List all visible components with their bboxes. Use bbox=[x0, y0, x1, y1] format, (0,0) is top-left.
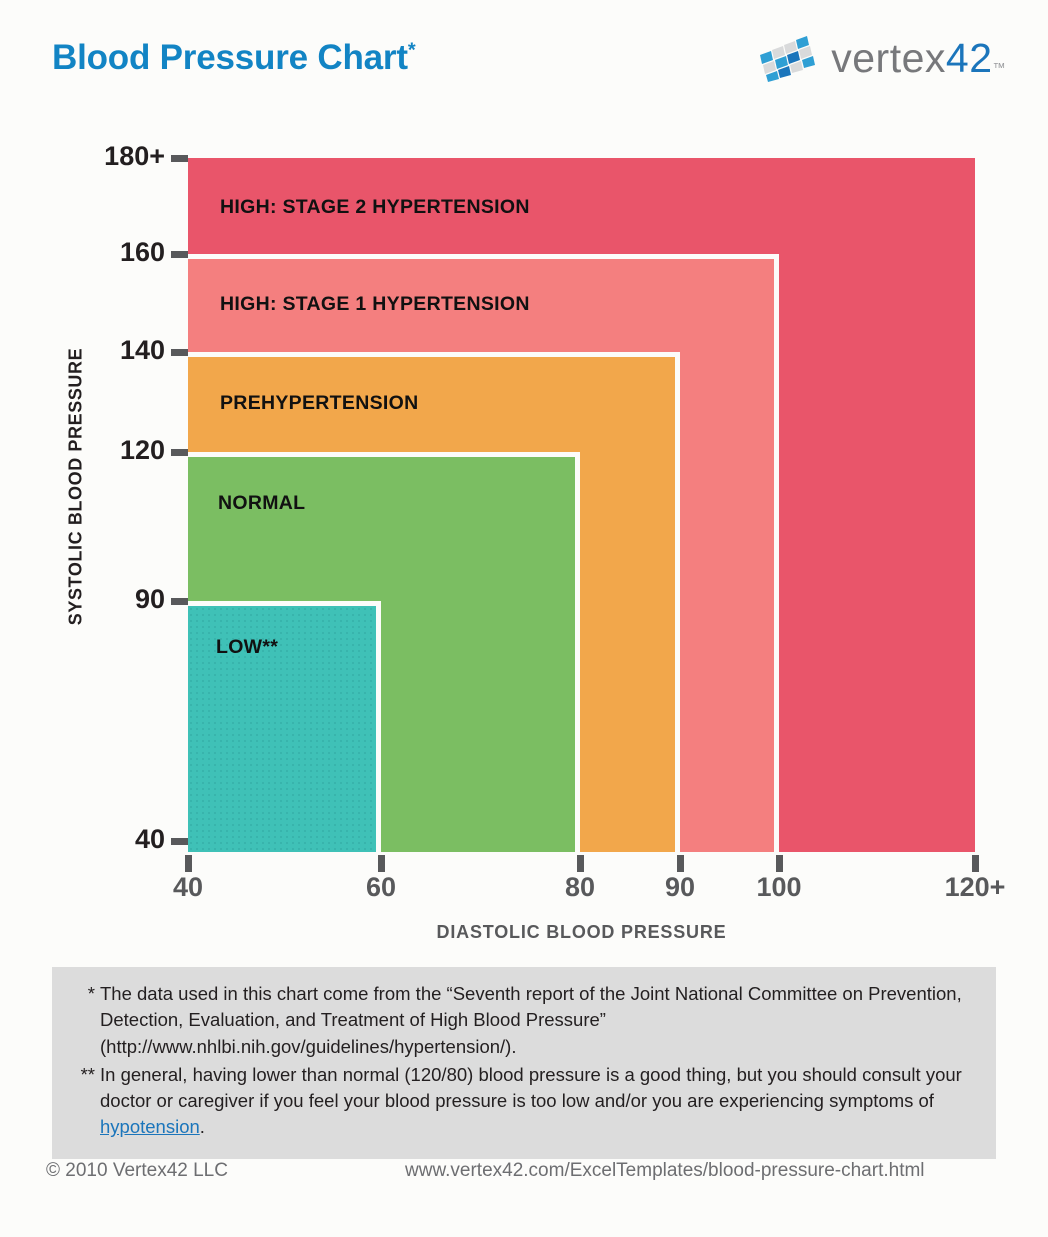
footnote-2: ** In general, having lower than normal … bbox=[70, 1062, 978, 1141]
footnote-1: * The data used in this chart come from … bbox=[70, 981, 978, 1060]
vertex42-wordmark: vertex42™ bbox=[831, 34, 1006, 81]
y-tick-180 bbox=[171, 155, 188, 162]
x-tick-40 bbox=[185, 855, 192, 872]
footer-url[interactable]: www.vertex42.com/ExcelTemplates/blood-pr… bbox=[405, 1160, 925, 1181]
x-tick-80 bbox=[577, 855, 584, 872]
x-tick-label-80: 80 bbox=[564, 872, 596, 902]
logo-number: 42 bbox=[945, 34, 993, 81]
y-tick-90 bbox=[171, 598, 188, 605]
y-tick-120 bbox=[171, 449, 188, 456]
x-tick-label-40: 40 bbox=[172, 872, 204, 902]
footnotes-box: * The data used in this chart come from … bbox=[52, 967, 996, 1159]
blood-pressure-chart: HIGH: STAGE 2 HYPERTENSION HIGH: STAGE 1… bbox=[65, 141, 1006, 942]
logo-word: vertex bbox=[831, 34, 946, 81]
x-tick-label-60: 60 bbox=[365, 872, 397, 902]
y-tick-label-160: 160 bbox=[119, 237, 165, 267]
page-title-asterisk: * bbox=[407, 39, 416, 62]
y-tick-160 bbox=[171, 251, 188, 258]
page-title-text: Blood Pressure Chart bbox=[52, 38, 408, 77]
page-footer: © 2010 Vertex42 LLC www.vertex42.com/Exc… bbox=[0, 1160, 1048, 1210]
y-tick-label-180: 180+ bbox=[104, 141, 165, 171]
vertex42-checkers-icon bbox=[758, 33, 820, 83]
y-tick-label-140: 140 bbox=[119, 335, 165, 365]
x-tick-90 bbox=[677, 855, 684, 872]
footnote-2-text: In general, having lower than normal (12… bbox=[100, 1062, 978, 1141]
x-tick-label-100: 100 bbox=[756, 872, 802, 902]
logo-tm: ™ bbox=[992, 59, 1006, 75]
copyright-text: © 2010 Vertex42 LLC bbox=[46, 1160, 228, 1181]
zone-low bbox=[188, 601, 381, 852]
zone-label-high-stage-1: HIGH: STAGE 1 HYPERTENSION bbox=[220, 293, 530, 315]
zone-label-high-stage-2: HIGH: STAGE 2 HYPERTENSION bbox=[220, 196, 530, 218]
x-tick-120 bbox=[972, 855, 979, 872]
hypotension-link[interactable]: hypotension bbox=[100, 1116, 200, 1138]
x-axis-title: DIASTOLIC BLOOD PRESSURE bbox=[436, 922, 727, 942]
y-tick-140 bbox=[171, 349, 188, 356]
footnote-2-marker: ** bbox=[80, 1063, 95, 1085]
y-tick-40 bbox=[171, 838, 188, 845]
footnote-1-text: The data used in this chart come from th… bbox=[100, 981, 978, 1060]
page-title: Blood Pressure Chart* bbox=[52, 38, 416, 78]
zone-label-low: LOW** bbox=[216, 636, 279, 658]
footnote-2-body: In general, having lower than normal (12… bbox=[100, 1063, 962, 1112]
y-tick-label-90: 90 bbox=[134, 584, 165, 614]
y-axis-title: SYSTOLIC BLOOD PRESSURE bbox=[65, 347, 86, 626]
x-tick-label-90: 90 bbox=[664, 872, 696, 902]
x-tick-100 bbox=[776, 855, 783, 872]
vertex42-logo[interactable]: vertex42™ bbox=[758, 30, 1006, 86]
footnote-1-body: The data used in this chart come from th… bbox=[100, 983, 962, 1057]
x-tick-60 bbox=[378, 855, 385, 872]
footnote-1-marker: * bbox=[87, 983, 95, 1004]
x-tick-label-120: 120+ bbox=[944, 872, 1006, 902]
zone-label-normal: NORMAL bbox=[218, 492, 306, 514]
footnote-2-tail: . bbox=[199, 1116, 205, 1138]
zone-label-prehypertension: PREHYPERTENSION bbox=[220, 392, 419, 414]
y-tick-label-40: 40 bbox=[134, 824, 165, 854]
y-tick-label-120: 120 bbox=[119, 435, 165, 465]
page-header: Blood Pressure Chart* bbox=[0, 0, 1048, 118]
